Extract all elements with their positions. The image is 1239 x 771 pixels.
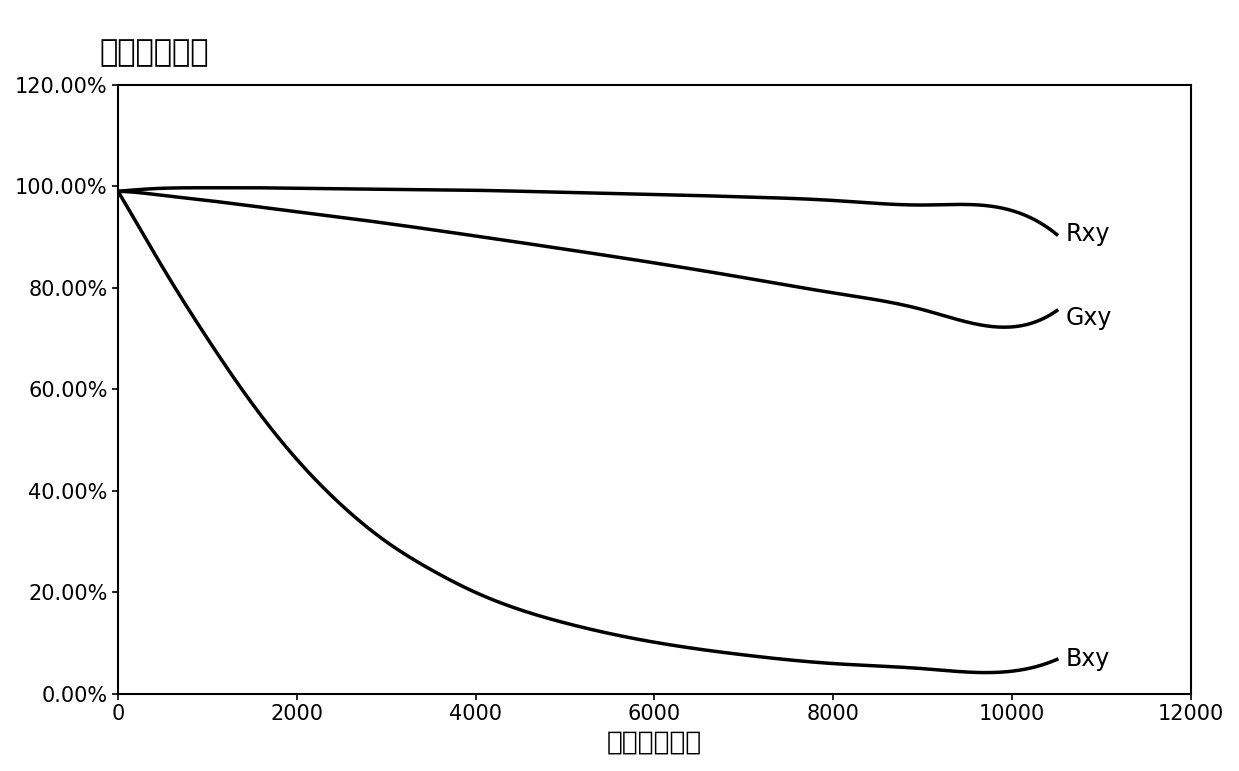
Text: Bxy: Bxy — [1066, 648, 1110, 672]
X-axis label: 时间（小时）: 时间（小时） — [607, 730, 703, 756]
Text: Gxy: Gxy — [1066, 306, 1113, 330]
Text: Rxy: Rxy — [1066, 223, 1110, 247]
Text: 亮度衰减比例: 亮度衰减比例 — [99, 39, 208, 68]
